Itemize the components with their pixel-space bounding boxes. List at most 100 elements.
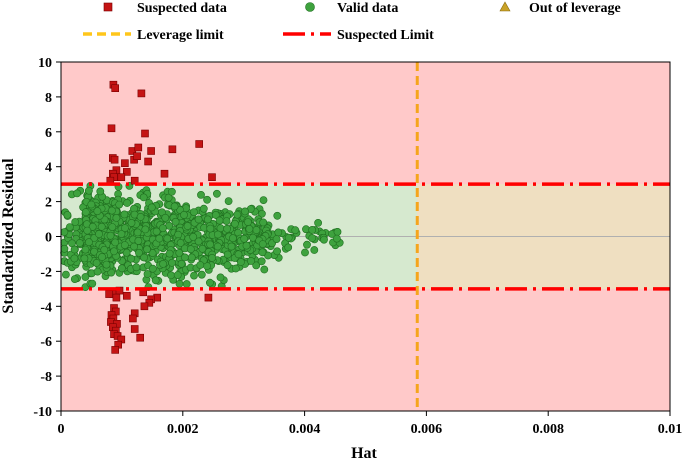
y-tick-label: 0 [45,231,52,246]
y-axis-title: Standardized Residual [0,158,17,314]
valid-data-point [224,197,233,205]
valid-data-point [106,231,115,240]
valid-data-point [60,244,69,253]
valid-data-point [222,217,231,225]
valid-data-point [148,264,157,273]
valid-data-point [247,257,255,265]
valid-data-point [284,233,293,242]
valid-data-point [143,245,151,254]
valid-data-point [132,263,141,272]
valid-data-point [100,245,109,254]
valid-data-point [110,247,118,256]
suspected-data-point [144,157,152,166]
valid-data-point [92,258,101,267]
valid-data-point [213,242,222,251]
valid-data-point [65,223,74,231]
valid-data-point [190,208,198,216]
valid-data-point [120,210,129,219]
suspected-data-point [130,176,139,185]
valid-data-point [215,216,224,225]
valid-data-point [165,249,174,258]
valid-data-point [199,204,208,213]
valid-data-point [273,211,282,220]
valid-data-point [163,234,172,243]
x-tick-label: 0.002 [167,422,199,437]
suspected-data-point [204,293,213,302]
x-tick-label: 0 [58,422,65,437]
valid-data-point [97,222,106,231]
valid-data-point [230,219,239,228]
valid-data-point [171,217,180,226]
legend: Suspected data Valid data Out of leverag… [83,1,621,43]
legend-label-valid: Valid data [337,1,398,16]
valid-data-point [291,226,300,235]
valid-data-point [257,257,266,266]
valid-data-point [63,210,72,219]
suspected-data-point [136,333,144,342]
suspected-data-point [195,140,203,148]
valid-data-point [216,273,225,282]
suspected-data-point [110,155,119,164]
valid-data-point [151,276,160,285]
valid-data-point [203,195,211,204]
y-axis-ticks: -10 -8 -6 -4 -2 0 2 4 6 8 10 [33,56,61,420]
legend-item-leverage-limit: Leverage limit [83,28,224,43]
suspected-data-point [112,293,121,302]
valid-data-point [223,224,231,233]
y-tick-label: 4 [45,161,52,176]
valid-data-point [208,253,216,262]
valid-data-point [158,224,167,233]
suspected-data-point [107,124,116,133]
valid-data-point [259,218,268,227]
valid-data-point [260,265,269,274]
valid-data-point [60,228,69,236]
valid-data-point [242,241,251,250]
suspected-data-point [129,314,137,323]
valid-data-point [141,225,150,234]
valid-data-point [243,218,252,226]
valid-data-point [227,242,236,251]
valid-data-point [231,264,240,273]
valid-data-point [248,233,257,242]
valid-data-point [274,228,283,237]
valid-data-point [258,248,267,257]
x-axis-title: Hat [351,445,377,462]
suspected-data-point [137,89,146,98]
valid-data-point [183,222,192,230]
valid-data-point [161,213,170,222]
legend-item-suspected-limit: Suspected Limit [283,28,434,43]
valid-data-point [259,196,268,204]
valid-data-point [211,210,220,219]
valid-data-point [205,278,214,287]
valid-data-point [107,268,116,277]
y-tick-label: 6 [45,126,52,141]
valid-data-point [175,279,184,288]
suspected-data-point [168,145,177,154]
valid-data-point [236,258,245,266]
valid-data-point [120,241,129,249]
valid-data-point [127,254,136,263]
valid-data-point [194,215,203,224]
valid-data-point [175,248,184,257]
valid-data-point [240,234,249,243]
valid-data-point [190,271,198,280]
valid-data-point [206,240,214,249]
valid-data-point [71,218,80,226]
valid-data-point [111,238,120,247]
valid-data-point [117,230,126,238]
valid-data-point [168,258,176,267]
valid-data-point [133,228,142,237]
suspected-data-point [117,173,126,181]
y-tick-label: 8 [45,91,52,106]
suspected-data-point [111,346,119,354]
valid-data-point [180,210,188,219]
legend-item-out-of-leverage: Out of leverage [499,1,621,16]
valid-data-point [123,199,131,207]
suspected-data-point [140,302,149,311]
legend-square-marker [103,2,113,12]
valid-data-point [62,270,70,279]
valid-data-point [173,271,182,279]
valid-data-point [189,232,198,241]
valid-data-point [81,245,90,254]
